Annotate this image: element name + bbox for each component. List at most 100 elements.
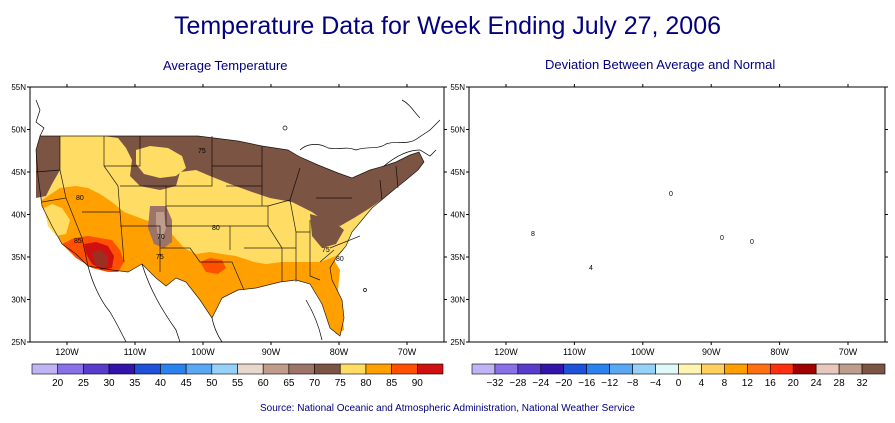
legend-label: −12 bbox=[601, 378, 618, 389]
longitude-label: 110W bbox=[563, 347, 586, 357]
legend-swatch bbox=[391, 363, 418, 375]
legend-swatch bbox=[517, 363, 542, 375]
longitude-label: 100W bbox=[191, 347, 215, 357]
latitude-label: 50N bbox=[11, 126, 26, 135]
latitude-label: 50N bbox=[450, 126, 465, 135]
legend-label: 55 bbox=[232, 378, 244, 389]
legend-label: 60 bbox=[258, 378, 270, 389]
legend-swatch bbox=[108, 363, 136, 375]
longitude-label: 100W bbox=[631, 347, 655, 357]
latitude-label: 45N bbox=[11, 168, 26, 177]
latitude-label: 35N bbox=[450, 253, 465, 262]
legend-deviation: −32 −28 −24 −20 −16 −12 −8 −4 0 4 8 12 16 20 24 28 32 bbox=[471, 363, 886, 389]
legend-swatch bbox=[211, 363, 238, 375]
legend-swatch bbox=[792, 363, 817, 375]
legend-swatch bbox=[57, 363, 84, 375]
legend-label: −28 bbox=[509, 378, 526, 389]
map-right-subtitle: Deviation Between Average and Normal bbox=[545, 57, 776, 72]
legend-swatch bbox=[31, 363, 58, 375]
legend-label: 40 bbox=[155, 378, 167, 389]
contour-label: 0 bbox=[750, 239, 754, 246]
legend-label: 85 bbox=[386, 378, 398, 389]
legend-label: 70 bbox=[309, 378, 321, 389]
longitude-label: 80W bbox=[330, 347, 349, 357]
legend-label: −16 bbox=[578, 378, 595, 389]
legend-swatch bbox=[237, 363, 264, 375]
legend-swatch bbox=[632, 363, 656, 375]
contour-label: 8 bbox=[531, 231, 535, 238]
latitude-label: 30N bbox=[450, 296, 465, 305]
legend-label: −4 bbox=[650, 378, 662, 389]
legend-label: 20 bbox=[788, 378, 800, 389]
legend-label: 50 bbox=[206, 378, 218, 389]
legend-label: 32 bbox=[856, 378, 868, 389]
legend-swatch bbox=[586, 363, 610, 375]
legend-swatch bbox=[160, 363, 187, 375]
contour-label: 75 bbox=[198, 148, 206, 155]
legend-swatch bbox=[861, 363, 886, 375]
legend-label: 30 bbox=[104, 378, 116, 389]
legend-swatch bbox=[655, 363, 679, 375]
contour-label: 75 bbox=[156, 254, 164, 261]
legend-label: −20 bbox=[555, 378, 572, 389]
legend-label: 25 bbox=[78, 378, 90, 389]
legend-swatch bbox=[540, 363, 565, 375]
latitude-label: 45N bbox=[450, 168, 465, 177]
contour-label: 80 bbox=[212, 225, 220, 232]
legend-swatch bbox=[262, 363, 290, 375]
legend-swatch bbox=[134, 363, 161, 375]
legend-swatch bbox=[769, 363, 794, 375]
latitude-label: 40N bbox=[450, 211, 465, 220]
legend-swatch bbox=[365, 363, 392, 375]
map-deviation: 8 0 0 0 4 55N 50N 45N 40N 35N 30N 25N 120W 110W 1… bbox=[450, 83, 888, 357]
map-left-subtitle: Average Temperature bbox=[163, 58, 288, 73]
legend-label: 8 bbox=[722, 378, 728, 389]
latitude-label: 25N bbox=[11, 338, 26, 347]
legend-swatch bbox=[724, 363, 748, 375]
source-credit: Source: National Oceanic and Atmospheric… bbox=[259, 403, 635, 414]
legend-label: 20 bbox=[52, 378, 64, 389]
latitude-label: 35N bbox=[11, 253, 26, 262]
legend-swatch bbox=[417, 363, 444, 375]
right-map-axes: 55N 50N 45N 40N 35N 30N 25N 120W 110W 100W 90W 80W 7… bbox=[450, 83, 888, 357]
legend-label: 80 bbox=[360, 378, 372, 389]
legend-swatch bbox=[185, 363, 213, 375]
longitude-label: 80W bbox=[770, 347, 789, 357]
legend-swatch bbox=[494, 363, 519, 375]
legend-average-temperature: 20 25 30 35 40 45 50 55 60 65 70 75 80 85 90 bbox=[31, 363, 444, 389]
legend-label: −32 bbox=[486, 378, 503, 389]
longitude-label: 120W bbox=[55, 347, 79, 357]
contour-label: 4 bbox=[589, 265, 593, 272]
legend-swatch bbox=[747, 363, 771, 375]
legend-label: −24 bbox=[532, 378, 549, 389]
latitude-label: 25N bbox=[450, 338, 465, 347]
legend-swatch bbox=[701, 363, 725, 375]
legend-label: 75 bbox=[335, 378, 347, 389]
legend-swatch bbox=[83, 363, 110, 375]
contour-label: 80 bbox=[336, 256, 344, 263]
legend-label: 12 bbox=[742, 378, 754, 389]
map-average-temperature: 75 80 85 70 75 80 75 80 55N 50N 45N 40N 35N 3… bbox=[11, 83, 447, 357]
latitude-label: 55N bbox=[11, 83, 26, 92]
legend-label: 65 bbox=[283, 378, 295, 389]
longitude-label: 90W bbox=[702, 347, 721, 357]
legend-swatch bbox=[838, 363, 863, 375]
legend-swatch bbox=[314, 363, 341, 375]
legend-swatch bbox=[471, 363, 496, 375]
legend-label: 90 bbox=[412, 378, 424, 389]
longitude-label: 90W bbox=[262, 347, 281, 357]
legend-label: 16 bbox=[765, 378, 777, 389]
legend-label: 0 bbox=[676, 378, 682, 389]
legend-swatch bbox=[609, 363, 633, 375]
longitude-label: 70W bbox=[398, 347, 417, 357]
legend-swatch bbox=[288, 363, 315, 375]
legend-swatch bbox=[339, 363, 367, 375]
latitude-label: 40N bbox=[11, 211, 26, 220]
latitude-label: 30N bbox=[11, 296, 26, 305]
legend-swatch bbox=[815, 363, 840, 375]
legend-label: 35 bbox=[129, 378, 141, 389]
left-map-axes: 55N 50N 45N 40N 35N 30N 25N 120W 110W 100W 90W 80W 7… bbox=[11, 83, 447, 357]
legend-label: 4 bbox=[699, 378, 705, 389]
longitude-label: 110W bbox=[124, 347, 147, 357]
